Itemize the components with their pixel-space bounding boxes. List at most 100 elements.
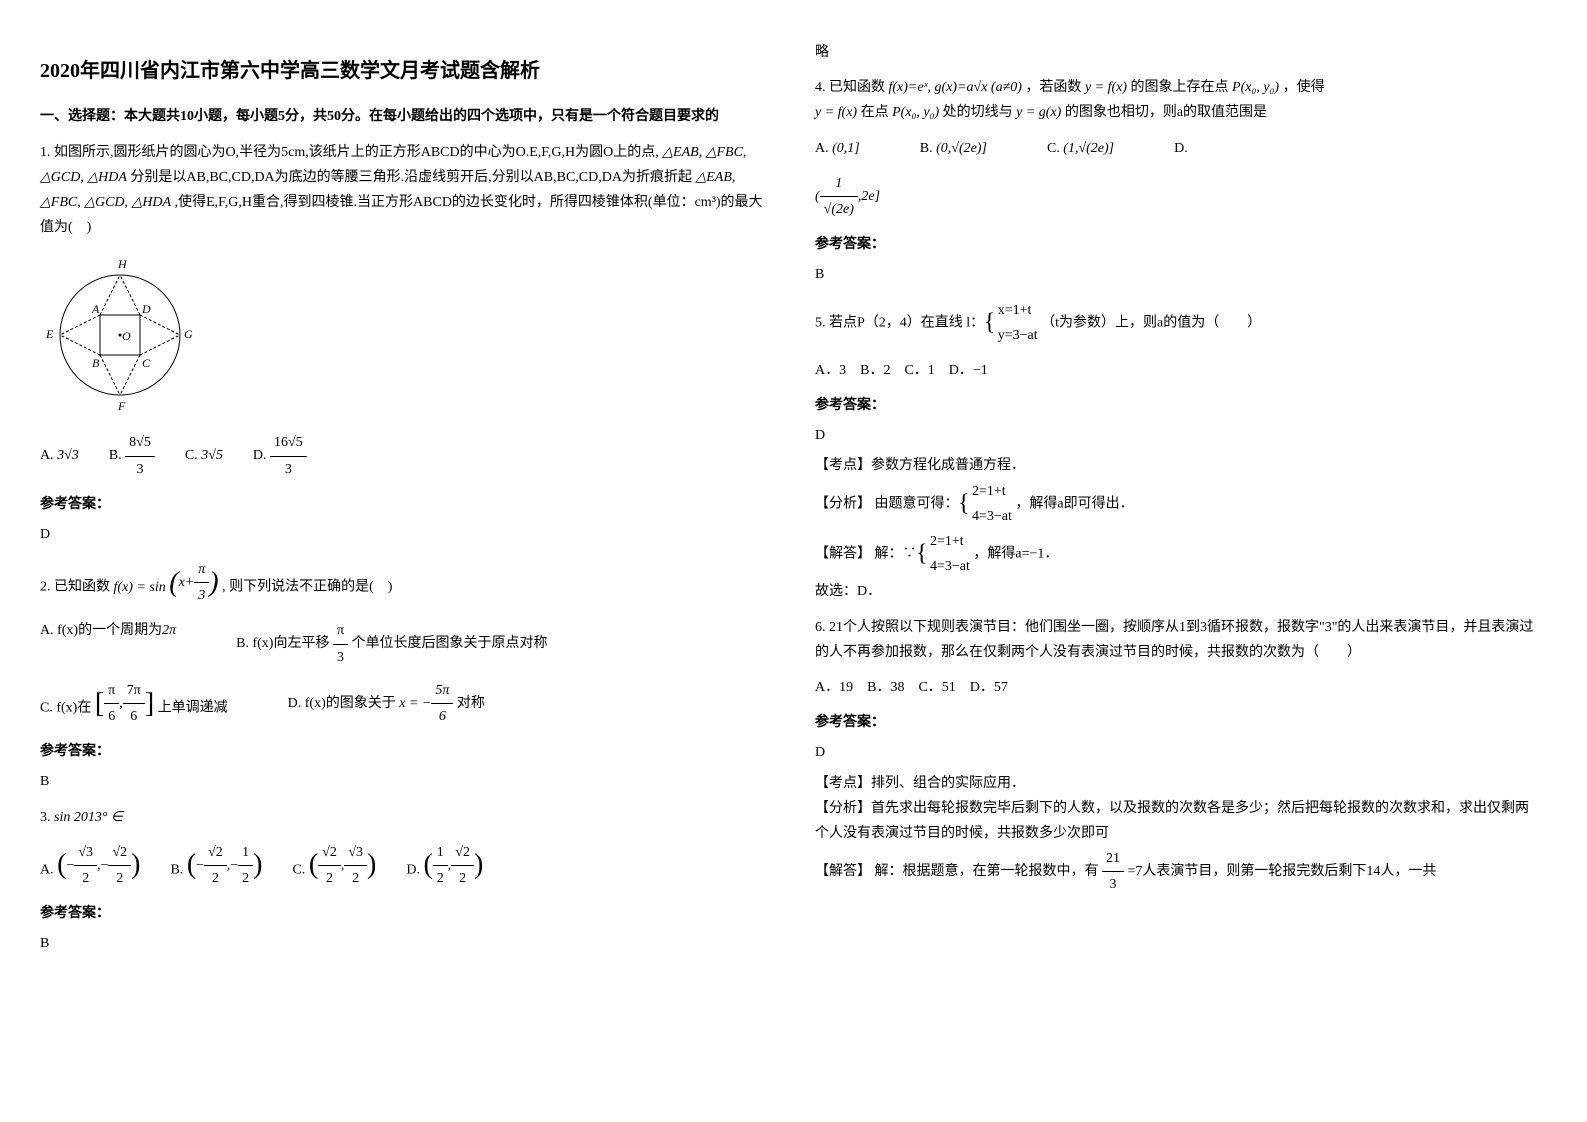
q4-at: 在点 [861, 105, 889, 120]
q1-options: A. 3√3 B. 8√53 C. 3√5 D. 16√53 [40, 430, 765, 481]
q1-optD-label: D. [253, 448, 267, 463]
svg-text:G: G [184, 327, 193, 341]
q2-optB: B. f(x)向左平移 [236, 636, 329, 651]
q4-optC: (1,√(2e)] [1063, 141, 1114, 156]
q2-optA-val: 2π [162, 623, 176, 638]
q4-answer: B [815, 262, 1540, 287]
question-6: 6. 21个人按照以下规则表演节目：他们围坐一圈，按顺序从1到3循环报数，报数字… [815, 615, 1540, 665]
q6-kaodian: 【考点】排列、组合的实际应用． [815, 771, 1540, 796]
q5-guxuan: 故选：D． [815, 579, 1540, 604]
q5-jieda: 【解答】 解：∵ 2=1+t 4=3−at ，解得a=−1． [815, 529, 1540, 579]
q1-optA-label: A. [40, 448, 54, 463]
q2-optB-suffix: 个单位长度后图象关于原点对称 [352, 636, 548, 651]
svg-text:F: F [117, 399, 126, 413]
q2-answer-label: 参考答案： [40, 739, 765, 764]
q2-optD-suffix: 对称 [457, 696, 485, 711]
q4-options: A. (0,1] B. (0,√(2e)] C. (1,√(2e)] D. [815, 136, 1540, 161]
section1-title: 一、选择题：本大题共10小题，每小题5分，共50分。在每小题给出的四个选项中，只… [40, 104, 765, 129]
question-1: 1. 如图所示,圆形纸片的圆心为O,半径为5cm,该纸片上的正方形ABCD的中心… [40, 140, 765, 241]
q4-mid3: ，使得 [1283, 80, 1325, 95]
q1-triangle-eab2: △EAB [695, 170, 731, 185]
svg-text:B: B [92, 356, 100, 370]
q4-optD-label: D. [1174, 141, 1188, 156]
q4-optC-label: C. [1047, 141, 1060, 156]
q4-ygx: y = g(x) [1016, 105, 1061, 120]
q4-optB-label: B. [920, 141, 933, 156]
q6-fenxi: 【分析】首先求出每轮报数完毕后剩下的人数，以及报数的次数各是多少；然后把每轮报数… [815, 796, 1540, 846]
q6-answer-label: 参考答案： [815, 710, 1540, 735]
q5-answer-label: 参考答案： [815, 393, 1540, 418]
question-3: 3. sin 2013° ∈ [40, 805, 765, 830]
q3-answer: B [40, 931, 765, 956]
q4-fexpr: f(x)=eˣ, g(x)=a√x (a≠0) [889, 80, 1022, 95]
q2-optC-interval: [π6,7π6] [95, 678, 154, 729]
question-5: 5. 若点P（2，4）在直线 l： x=1+t y=3−at （t为参数）上，则… [815, 298, 1540, 348]
q1-triangle-gcd2: △GCD [84, 195, 124, 210]
q3-options: A. (−√32,−√22) B. (−√22,−12) C. (√22,√32… [40, 840, 765, 891]
q3-optD: D. (12,√22) [406, 840, 483, 891]
q5-cases: x=1+t y=3−at [988, 298, 1038, 348]
q4-line2-mid: 处的切线与 [943, 105, 1013, 120]
q4-optB: (0,√(2e)] [936, 141, 987, 156]
q1-optD-frac: 16√53 [270, 430, 307, 481]
svg-text:O: O [122, 329, 131, 343]
q6-jieda: 【解答】 解：根据题意，在第一轮报数中，有 213 =7人表演节目，则第一轮报完… [815, 846, 1540, 897]
question-2: 2. 已知函数 f(x) = sin (x + π3) , 则下列说法不正确的是… [40, 557, 765, 608]
q2-suffix: , 则下列说法不正确的是( ) [222, 580, 392, 595]
page-title: 2020年四川省内江市第六中学高三数学文月考试题含解析 [40, 53, 765, 89]
q2-optC: C. f(x)在 [40, 701, 91, 716]
q4-answer-label: 参考答案： [815, 232, 1540, 257]
q3-optC: C. (√22,√32) [292, 840, 376, 891]
q1-triangle-fbc: △FBC [706, 145, 743, 160]
q1-text2: 分别是以AB,BC,CD,DA为底边的等腰三角形.沿虚线剪开后,分别以AB,BC… [130, 170, 692, 185]
q4-mid: ，若函数 [1025, 80, 1081, 95]
q2-optC-suffix: 上单调递减 [158, 701, 228, 716]
question-4: 4. 已知函数 f(x)=eˣ, g(x)=a√x (a≠0) ，若函数 y =… [815, 75, 1540, 125]
q2-row1: A. f(x)的一个周期为2π B. f(x)向左平移 π3 个单位长度后图象关… [40, 618, 765, 669]
q3-expr: sin 2013° ∈ [54, 810, 123, 825]
q1-triangle-gcd: △GCD [40, 170, 80, 185]
q1-triangle-eab: △EAB [662, 145, 698, 160]
q2-optB-frac: π3 [333, 618, 348, 669]
q2-answer: B [40, 769, 765, 794]
q1-answer: D [40, 522, 765, 547]
q5-fenxi: 【分析】 由题意可得： 2=1+t 4=3−at ，解得a即可得出． [815, 479, 1540, 529]
q1-triangle-hda: △HDA [87, 170, 127, 185]
q4-optA-label: A. [815, 141, 829, 156]
q3-optA: A. (−√32,−√22) [40, 840, 140, 891]
q3-answer-label: 参考答案： [40, 901, 765, 926]
q1-optA: 3√3 [57, 448, 79, 463]
q3-extra: 略 [815, 40, 1540, 65]
q1-text: 1. 如图所示,圆形纸片的圆心为O,半径为5cm,该纸片上的正方形ABCD的中心… [40, 145, 659, 160]
q2-prefix: 2. 已知函数 [40, 580, 110, 595]
q5-kaodian: 【考点】参数方程化成普通方程． [815, 453, 1540, 478]
q5-prefix: 5. 若点P（2，4）在直线 l： [815, 315, 984, 330]
svg-text:H: H [117, 257, 128, 271]
q4-prefix: 4. 已知函数 [815, 80, 885, 95]
q1-optC-label: C. [185, 448, 198, 463]
q3-num: 3. [40, 810, 51, 825]
q6-answer: D [815, 740, 1540, 765]
svg-text:A: A [91, 302, 100, 316]
q2-optD: D. f(x)的图象关于 [288, 696, 396, 711]
q1-optC: 3√5 [201, 448, 223, 463]
q4-yfx2: y = f(x) [815, 105, 857, 120]
q1-optB-label: B. [109, 448, 122, 463]
q5-suffix: （t为参数）上，则a的值为（ ） [1041, 315, 1261, 330]
q1-answer-label: 参考答案： [40, 492, 765, 517]
q6-options: A．19 B．38 C．51 D．57 [815, 675, 1540, 700]
q4-pxy: P(x₀, y₀) [1232, 80, 1279, 95]
q4-optA: (0,1] [832, 141, 860, 156]
q4-mid2: 的图象上存在点 [1131, 80, 1229, 95]
q1-triangle-fbc2: △FBC [40, 195, 77, 210]
q1-diagram: H G F E A D B C O [40, 250, 200, 420]
q4-pxy2: P(x₀, y₀) [892, 105, 939, 120]
q1-optB-frac: 8√53 [125, 430, 155, 481]
q5-options: A．3 B．2 C．1 D．−1 [815, 358, 1540, 383]
svg-text:C: C [142, 356, 151, 370]
q4-yfx: y = f(x) [1085, 80, 1127, 95]
q1-triangle-hda2: △HDA [132, 195, 172, 210]
svg-text:D: D [141, 302, 151, 316]
svg-text:E: E [45, 327, 54, 341]
q2-row2: C. f(x)在 [π6,7π6] 上单调递减 D. f(x)的图象关于 x =… [40, 678, 765, 729]
